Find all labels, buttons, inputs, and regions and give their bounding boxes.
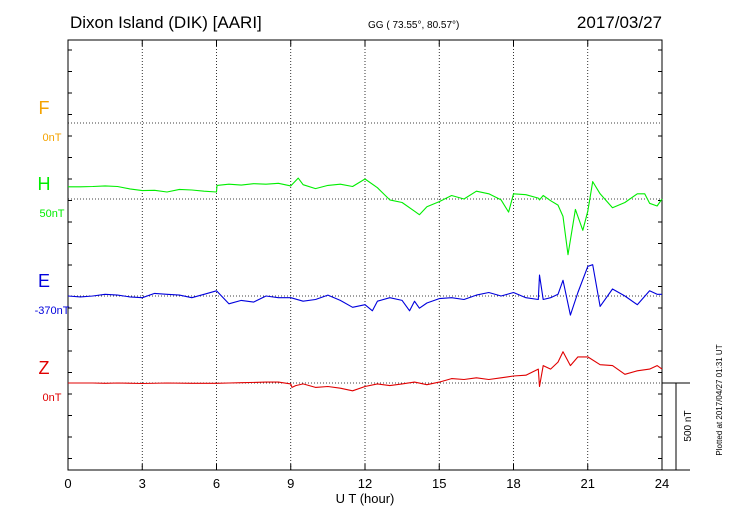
channel-label-z: Z [39, 358, 50, 378]
channel-baseline-e: -370nT [35, 305, 70, 317]
trace-h [68, 177, 663, 256]
trace-e [67, 264, 662, 316]
plot-frame [67, 39, 663, 471]
x-axis-label: U T (hour) [336, 491, 395, 506]
coordinates-label: GG ( 73.55°, 80.57°) [368, 20, 459, 31]
channel-label-f: F [39, 98, 50, 118]
traces [67, 177, 663, 392]
x-tick-label: 12 [358, 476, 372, 491]
x-tick-label: 21 [581, 476, 595, 491]
scale-bar: 500 nT [662, 382, 694, 471]
x-tick-label: 9 [287, 476, 294, 491]
channel-labels: F 0nT H 50nT E -370nT Z 0nT [35, 98, 70, 404]
plotted-timestamp: Plotted at 2017/04/27 01:31 UT [715, 344, 724, 455]
date-label: 2017/03/27 [577, 13, 662, 32]
x-tick-label: 15 [432, 476, 446, 491]
trace-z [68, 351, 663, 392]
channel-baseline-h: 50nT [39, 208, 64, 220]
channel-baseline-z: 0nT [43, 392, 62, 404]
x-tick-label: 18 [506, 476, 520, 491]
x-tick-label: 6 [213, 476, 220, 491]
channel-baseline-f: 0nT [43, 132, 62, 144]
channel-label-e: E [38, 271, 50, 291]
x-tick-label: 3 [139, 476, 146, 491]
scale-label: 500 nT [683, 410, 694, 441]
channel-label-h: H [38, 174, 51, 194]
station-title: Dixon Island (DIK) [AARI] [70, 13, 262, 32]
x-tick-label: 0 [64, 476, 71, 491]
x-tick-label: 24 [655, 476, 669, 491]
grid-lines [68, 40, 662, 470]
x-axis: 0 3 6 9 12 15 18 21 24 [64, 40, 669, 491]
